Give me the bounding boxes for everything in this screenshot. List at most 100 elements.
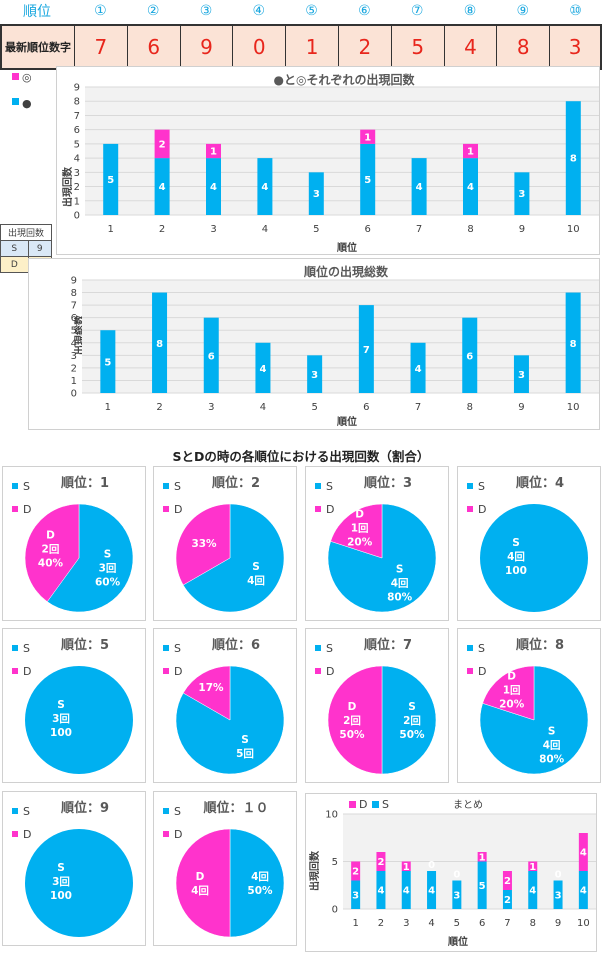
x-tick-label: 3 — [208, 402, 214, 413]
bar-label: 3 — [352, 890, 359, 901]
pie-label-d: 50% — [339, 729, 365, 741]
bar-label: 1 — [403, 862, 410, 873]
pie-slice-s — [46, 503, 134, 613]
pie-label-d: 20% — [499, 698, 525, 710]
x-tick-label: 4 — [262, 224, 268, 235]
pie-label-s: 80% — [387, 591, 413, 603]
latest-digit-cell: 8 — [496, 26, 550, 68]
pie-label-s: S — [104, 548, 112, 560]
bar-segment — [565, 101, 581, 215]
pie-chart-panel: 順位：4 S D S 4回 100 0 — [457, 466, 601, 621]
bar-label: 2 — [504, 895, 511, 906]
bar — [358, 305, 374, 393]
legend-label-s: S — [326, 480, 333, 493]
pie-slice-s — [25, 666, 133, 774]
pie-label-s: S — [512, 537, 520, 549]
y-tick-label: 7 — [71, 301, 77, 312]
rank-number: ⑨ — [516, 3, 530, 19]
bar-label: 4 — [261, 182, 268, 193]
latest-rank-label: 最新順位数字 — [0, 26, 74, 68]
y-tick-label: 9 — [71, 276, 77, 287]
legend-label-d: D — [174, 828, 182, 841]
pie-label-s: 50% — [399, 729, 425, 741]
pie-label-s: 4回 — [543, 739, 561, 751]
y-tick-label: 6 — [74, 125, 80, 136]
pie-label-s: 80% — [539, 753, 565, 765]
x-axis-label: 順位 — [447, 935, 468, 948]
y-tick-label: 0 — [71, 389, 77, 400]
y-tick-label: 0 — [332, 905, 338, 916]
pie-label-s: S — [252, 561, 260, 573]
y-tick-label: 1 — [71, 376, 77, 387]
x-tick-label: 1 — [105, 402, 111, 413]
legend-label-s: S — [23, 805, 30, 818]
bar-label: 7 — [363, 345, 370, 356]
x-tick-label: 4 — [260, 402, 266, 413]
bar-segment — [206, 158, 221, 215]
y-tick-label: 0 — [74, 211, 80, 222]
pie-chart-panel: 順位：１０ S D 4回 50% D 4回 — [153, 791, 297, 946]
y-tick-label: 3 — [74, 168, 80, 179]
legend-label-circle: ● — [22, 97, 32, 110]
latest-digit-cell: 0 — [232, 26, 286, 68]
legend-marker-d — [12, 668, 18, 674]
legend-marker-circle — [12, 98, 19, 105]
pie-title: 順位：１０ — [203, 800, 268, 816]
legend-marker-s — [315, 483, 321, 489]
pie-title: 順位：1 — [61, 475, 109, 491]
pie-label-s: 100 — [505, 565, 527, 577]
chart-title: まとめ — [453, 799, 483, 811]
x-tick-label: 6 — [479, 918, 485, 929]
bar-segment — [308, 172, 324, 215]
pie-label-s: 3回 — [52, 876, 70, 888]
y-tick-label: 5 — [71, 326, 77, 337]
chart-title: ●と◎それぞれの出現回数 — [274, 72, 416, 87]
legend-label-s: S — [23, 480, 30, 493]
pie-slice-d — [330, 503, 383, 559]
x-tick-label: 2 — [159, 224, 165, 235]
bar-label: 6 — [208, 351, 215, 362]
bar-label: 8 — [570, 339, 577, 350]
legend-marker-d — [163, 506, 169, 512]
rank-number: ① — [94, 3, 107, 19]
bar-label: 3 — [518, 370, 525, 381]
bar-label: 0 — [428, 860, 435, 871]
legend-marker-d — [467, 668, 473, 674]
bar-label: 3 — [313, 189, 320, 200]
x-tick-label: 2 — [378, 918, 384, 929]
pie-chart-panel: 順位：9 S D S 3回 100 0 — [2, 791, 146, 946]
x-tick-label: 6 — [365, 224, 371, 235]
bar — [307, 355, 323, 393]
y-tick-label: 8 — [74, 97, 80, 108]
bar-label: 3 — [555, 890, 562, 901]
legend-label-s: S — [174, 805, 181, 818]
bar-label: 4 — [403, 886, 410, 897]
bar-label: 3 — [311, 370, 318, 381]
pie-label-d: 40% — [38, 558, 64, 570]
bar-segment — [351, 880, 361, 909]
x-tick-label: 5 — [313, 224, 319, 235]
bar-label: 1 — [210, 147, 217, 158]
legend-marker-d — [12, 831, 18, 837]
legend-marker-s — [163, 483, 169, 489]
pie-chart-panel: 順位：5 S D S 3回 100 0% — [2, 628, 146, 783]
pie-slice-s — [229, 828, 285, 938]
bar — [513, 355, 529, 393]
bar-label: 4 — [210, 182, 217, 193]
bar-label: 4 — [377, 886, 384, 897]
legend-marker-s — [315, 645, 321, 651]
bar-label: 2 — [352, 867, 359, 878]
legend-label-d: D — [478, 503, 486, 516]
bar-label: 5 — [364, 175, 371, 186]
rank-number: ③ — [199, 3, 213, 19]
legend-label-d: D — [174, 665, 182, 678]
bar-label: 3 — [518, 189, 525, 200]
bar-segment — [477, 852, 487, 862]
y-tick-label: 1 — [74, 196, 80, 207]
legend-label-double-circle: ◎ — [22, 71, 32, 84]
